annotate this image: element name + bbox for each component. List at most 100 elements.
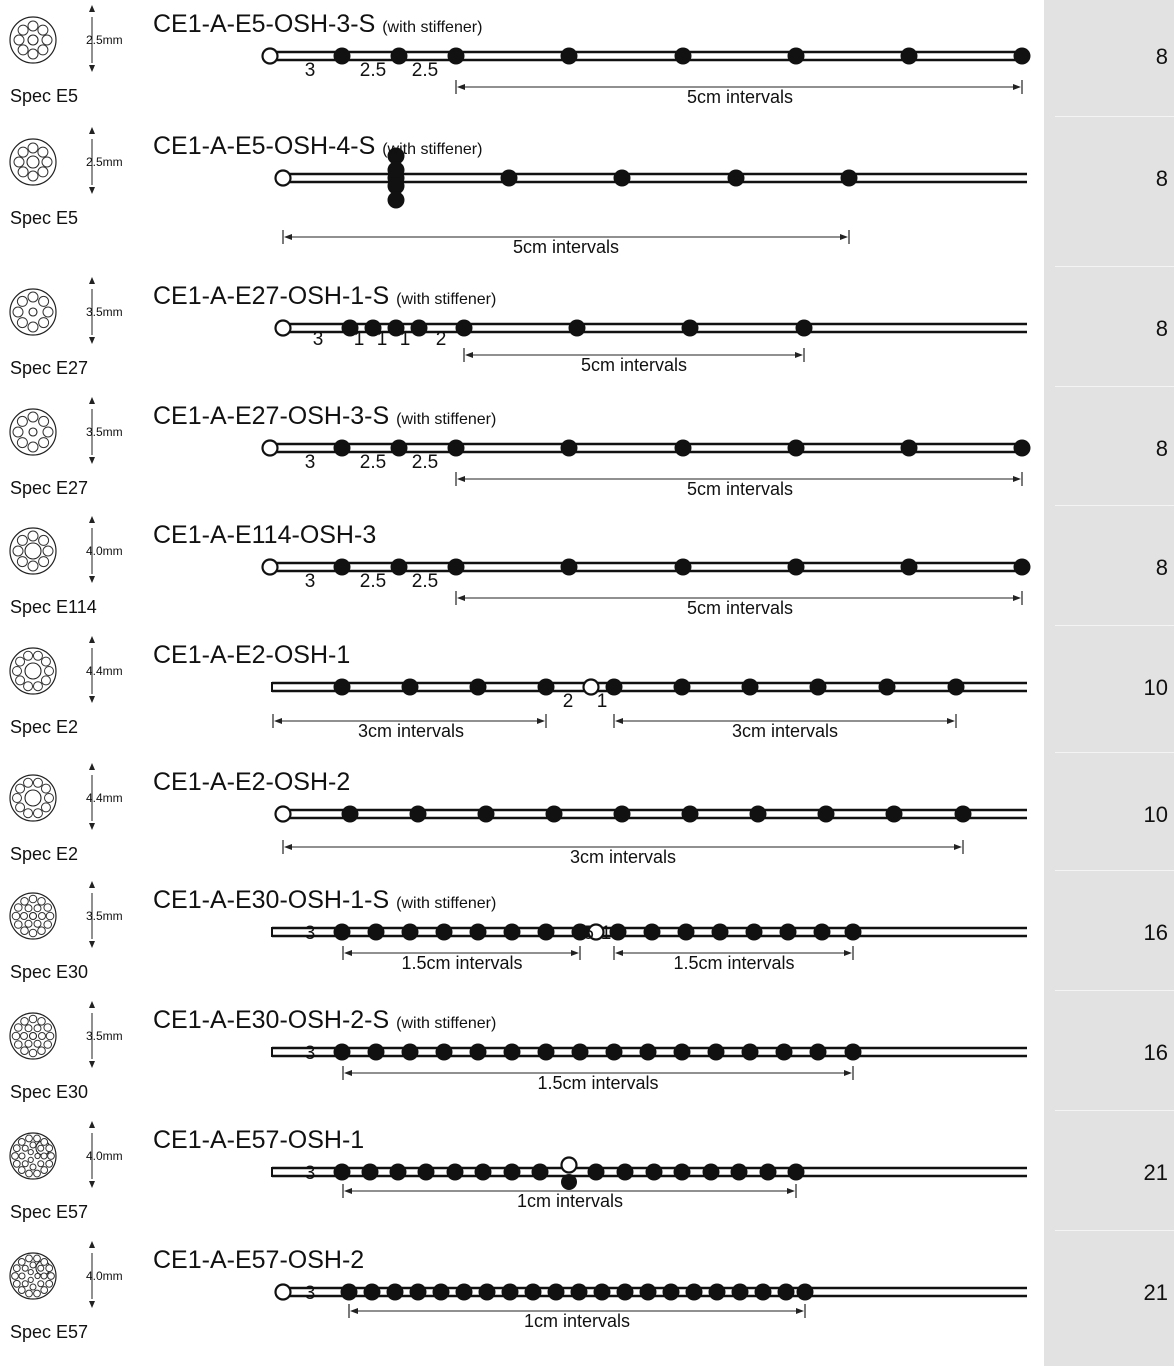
rail-divider: [1055, 505, 1174, 506]
model-code: CE1-A-E5-OSH-4-S: [153, 132, 376, 160]
electrode: [447, 47, 465, 65]
diameter-label: 3.5mm: [86, 305, 123, 319]
catheter-diagram: 3 2.5 2.5 5cm intervals: [9, 397, 1031, 499]
electrode: [390, 558, 408, 576]
electrode: [417, 1163, 435, 1181]
electrode: [333, 558, 351, 576]
electrode: [410, 319, 428, 337]
diameter-label: 2.5mm: [86, 155, 123, 169]
electrodes: [274, 805, 972, 823]
interval-label: 5cm intervals: [687, 87, 793, 107]
cross-section-icon: [9, 647, 57, 695]
spacing-label: .5: [578, 923, 594, 944]
interval-dimension: [342, 1066, 854, 1080]
interval-dimension: [613, 714, 957, 728]
electrode: [561, 1174, 577, 1190]
cross-section-icon: [9, 892, 57, 940]
electrode: [900, 439, 918, 457]
electrode: [677, 923, 695, 941]
electrode: [673, 1163, 691, 1181]
electrode: [547, 1283, 565, 1301]
spec-label: Spec E27: [10, 478, 89, 498]
electrode: [333, 1043, 351, 1061]
spacing-label: 2.5: [360, 571, 386, 592]
electrode: [643, 923, 661, 941]
electrode: [777, 1283, 795, 1301]
electrode: [954, 805, 972, 823]
catheter-row: 3 2.5 2.5 5cm intervals CE1-A-E5-OSH-3-S (wi…: [0, 0, 1174, 130]
electrode: [741, 678, 759, 696]
diameter-label: 2.5mm: [86, 33, 123, 47]
electrode: [1013, 439, 1031, 457]
model-title: CE1-A-E30-OSH-1-S (with stiffener): [153, 886, 496, 915]
model-title: CE1-A-E5-OSH-4-S (with stiffener): [153, 132, 482, 161]
catheter-body: [283, 322, 1027, 334]
electrode: [363, 1283, 381, 1301]
electrode: [707, 1043, 725, 1061]
rail-divider: [1055, 1230, 1174, 1231]
cross-section-icon: [9, 527, 57, 575]
interval-dimension: [455, 591, 1023, 605]
interval-label: 5cm intervals: [581, 355, 687, 375]
electrode: [367, 923, 385, 941]
catheter-body: [271, 681, 1027, 693]
cross-section-icon: [9, 16, 57, 64]
electrode: [447, 558, 465, 576]
electrode: [560, 47, 578, 65]
catheter-row: 3 2.5 2.5 5cm intervals CE1-A-E114-OSH-3 4.0…: [0, 505, 1174, 641]
electrode: [333, 923, 351, 941]
electrode: [560, 439, 578, 457]
cross-section-icon: [9, 1012, 57, 1060]
interval-label: 1.5cm intervals: [673, 953, 794, 973]
electrode: [702, 1163, 720, 1181]
electrode: [503, 923, 521, 941]
stiffener-note: (with stiffener): [396, 895, 497, 912]
electrode: [639, 1043, 657, 1061]
stiffener-note: (with stiffener): [382, 141, 483, 158]
cross-section-icon: [9, 774, 57, 822]
interval-label: 5cm intervals: [513, 237, 619, 257]
electrode: [885, 805, 903, 823]
diameter-arrow: [89, 763, 95, 830]
electrode: [469, 923, 487, 941]
electrode: [609, 923, 627, 941]
model-title: CE1-A-E2-OSH-1: [153, 641, 350, 670]
electrode-count: 8: [1155, 316, 1168, 341]
interval-dimension: [463, 348, 805, 362]
model-code: CE1-A-E57-OSH-2: [153, 1246, 365, 1274]
catheter-row: 3 1 1 1 2 5cm intervals CE1-A-E27-OSH-1-S (wit…: [0, 266, 1174, 402]
diameter-label: 4.0mm: [86, 1149, 123, 1163]
spec-label: Spec E57: [10, 1202, 89, 1222]
catheter-body: [283, 172, 1027, 184]
electrode: [333, 1163, 351, 1181]
spec-label: Spec E30: [10, 962, 89, 982]
cross-section-icon: [9, 288, 57, 336]
spacing-label: 3: [305, 1283, 316, 1304]
electrode: [364, 319, 382, 337]
interval-label: 3cm intervals: [732, 721, 838, 741]
model-title: CE1-A-E5-OSH-3-S (with stiffener): [153, 10, 482, 39]
electrode-count: 8: [1155, 44, 1168, 69]
electrode: [340, 1283, 358, 1301]
catheter-body: [283, 808, 1027, 820]
electrode: [900, 47, 918, 65]
diameter-label: 4.4mm: [86, 791, 123, 805]
interval-label: 3cm intervals: [570, 847, 676, 867]
reference-ring: [582, 678, 600, 696]
spacing-label: 1: [377, 329, 388, 350]
cross-section-icon: [9, 408, 57, 456]
interval-label: 3cm intervals: [358, 721, 464, 741]
catheter-diagram: 2 1 3cm intervals 3cm intervals: [9, 636, 1027, 741]
spec-label: Spec E57: [10, 1322, 89, 1342]
electrode: [844, 1043, 862, 1061]
spacing-label: 2: [563, 691, 574, 712]
catheter-diagram: 5cm intervals: [9, 127, 1027, 257]
model-code: CE1-A-E30-OSH-2-S: [153, 1006, 390, 1034]
electrode: [446, 1163, 464, 1181]
diameter-arrow: [89, 1121, 95, 1188]
interval-label: 1cm intervals: [517, 1191, 623, 1211]
electrode: [333, 678, 351, 696]
electrode: [435, 923, 453, 941]
electrode: [387, 191, 405, 209]
catheter-row: 3 1cm intervals CE1-A-E57-OSH-1 4.0mm Spec …: [0, 1110, 1174, 1246]
